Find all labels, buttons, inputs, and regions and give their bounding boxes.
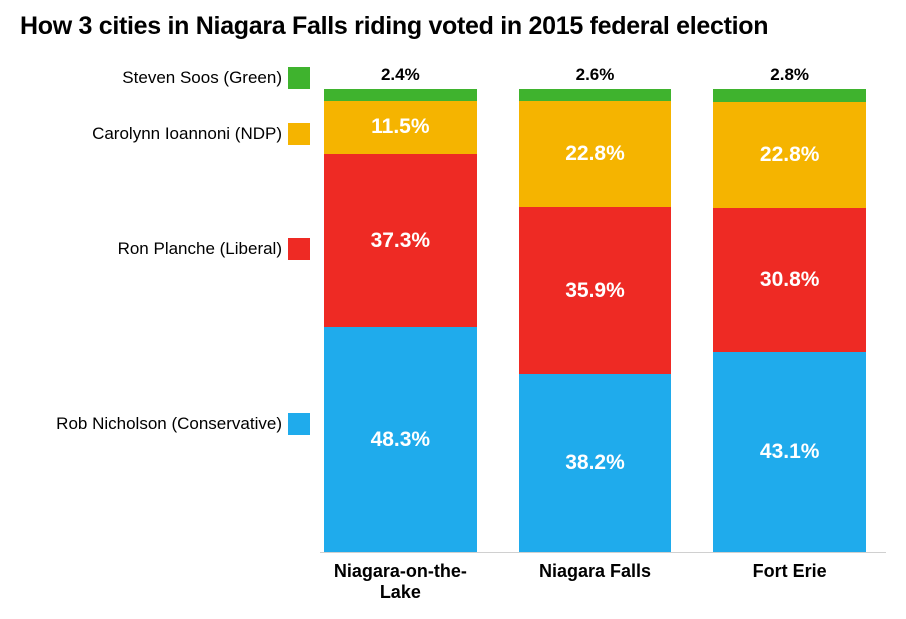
segment-value: 2.4% xyxy=(324,65,477,85)
segment-value: 22.8% xyxy=(565,142,625,166)
legend-label: Steven Soos (Green) xyxy=(122,68,288,88)
x-axis-label: Fort Erie xyxy=(713,561,866,603)
bar-segment-ndp: 22.8% xyxy=(519,101,672,207)
segment-value: 48.3% xyxy=(371,428,431,452)
segment-value: 35.9% xyxy=(565,279,625,303)
bar-segment-liberal: 30.8% xyxy=(713,208,866,351)
bar-segment-green: 2.4% xyxy=(324,89,477,100)
segment-value: 37.3% xyxy=(371,229,431,253)
legend-label: Rob Nicholson (Conservative) xyxy=(56,414,288,434)
legend-item-ndp: Carolynn Ioannoni (NDP) xyxy=(92,123,310,145)
bar-column: 2.6% 22.8% 35.9% 38.2% xyxy=(519,89,672,552)
bar-segment-green: 2.6% xyxy=(519,89,672,101)
x-axis-label: Niagara Falls xyxy=(519,561,672,603)
chart-area: Steven Soos (Green) Carolynn Ioannoni (N… xyxy=(20,63,886,553)
legend-label: Carolynn Ioannoni (NDP) xyxy=(92,124,288,144)
segment-value: 22.8% xyxy=(760,143,820,167)
x-axis-labels: Niagara-on-the-Lake Niagara Falls Fort Eri… xyxy=(320,561,886,603)
bar-column: 2.8% 22.8% 30.8% 43.1% xyxy=(713,89,866,552)
legend-item-liberal: Ron Planche (Liberal) xyxy=(118,238,310,260)
segment-value: 43.1% xyxy=(760,440,820,464)
legend-swatch xyxy=(288,123,310,145)
legend-label: Ron Planche (Liberal) xyxy=(118,239,288,259)
segment-value: 38.2% xyxy=(565,451,625,475)
chart-title: How 3 cities in Niagara Falls riding vot… xyxy=(20,12,886,41)
legend-item-green: Steven Soos (Green) xyxy=(122,67,310,89)
segment-value: 2.6% xyxy=(519,65,672,85)
bar-column: 2.4% 11.5% 37.3% 48.3% xyxy=(324,89,477,552)
bar-segment-conservative: 43.1% xyxy=(713,352,866,552)
bar-segment-conservative: 48.3% xyxy=(324,327,477,552)
bar-segment-liberal: 35.9% xyxy=(519,207,672,374)
segment-value: 2.8% xyxy=(713,65,866,85)
legend: Steven Soos (Green) Carolynn Ioannoni (N… xyxy=(20,63,320,553)
bars-container: 2.4%11.5%37.3%48.3%2.6%22.8%35.9%38.2%2.… xyxy=(320,63,886,553)
bar-segment-conservative: 38.2% xyxy=(519,374,672,552)
bar-segment-green: 2.8% xyxy=(713,89,866,102)
legend-item-conservative: Rob Nicholson (Conservative) xyxy=(56,413,310,435)
x-axis-label: Niagara-on-the-Lake xyxy=(324,561,477,603)
segment-value: 30.8% xyxy=(760,268,820,292)
segment-value: 11.5% xyxy=(371,115,429,139)
legend-swatch xyxy=(288,67,310,89)
bar-segment-ndp: 22.8% xyxy=(713,102,866,208)
legend-swatch xyxy=(288,413,310,435)
legend-swatch xyxy=(288,238,310,260)
bar-segment-ndp: 11.5% xyxy=(324,101,477,154)
bar-segment-liberal: 37.3% xyxy=(324,154,477,327)
